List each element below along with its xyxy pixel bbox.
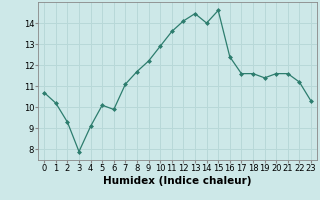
X-axis label: Humidex (Indice chaleur): Humidex (Indice chaleur) bbox=[103, 176, 252, 186]
